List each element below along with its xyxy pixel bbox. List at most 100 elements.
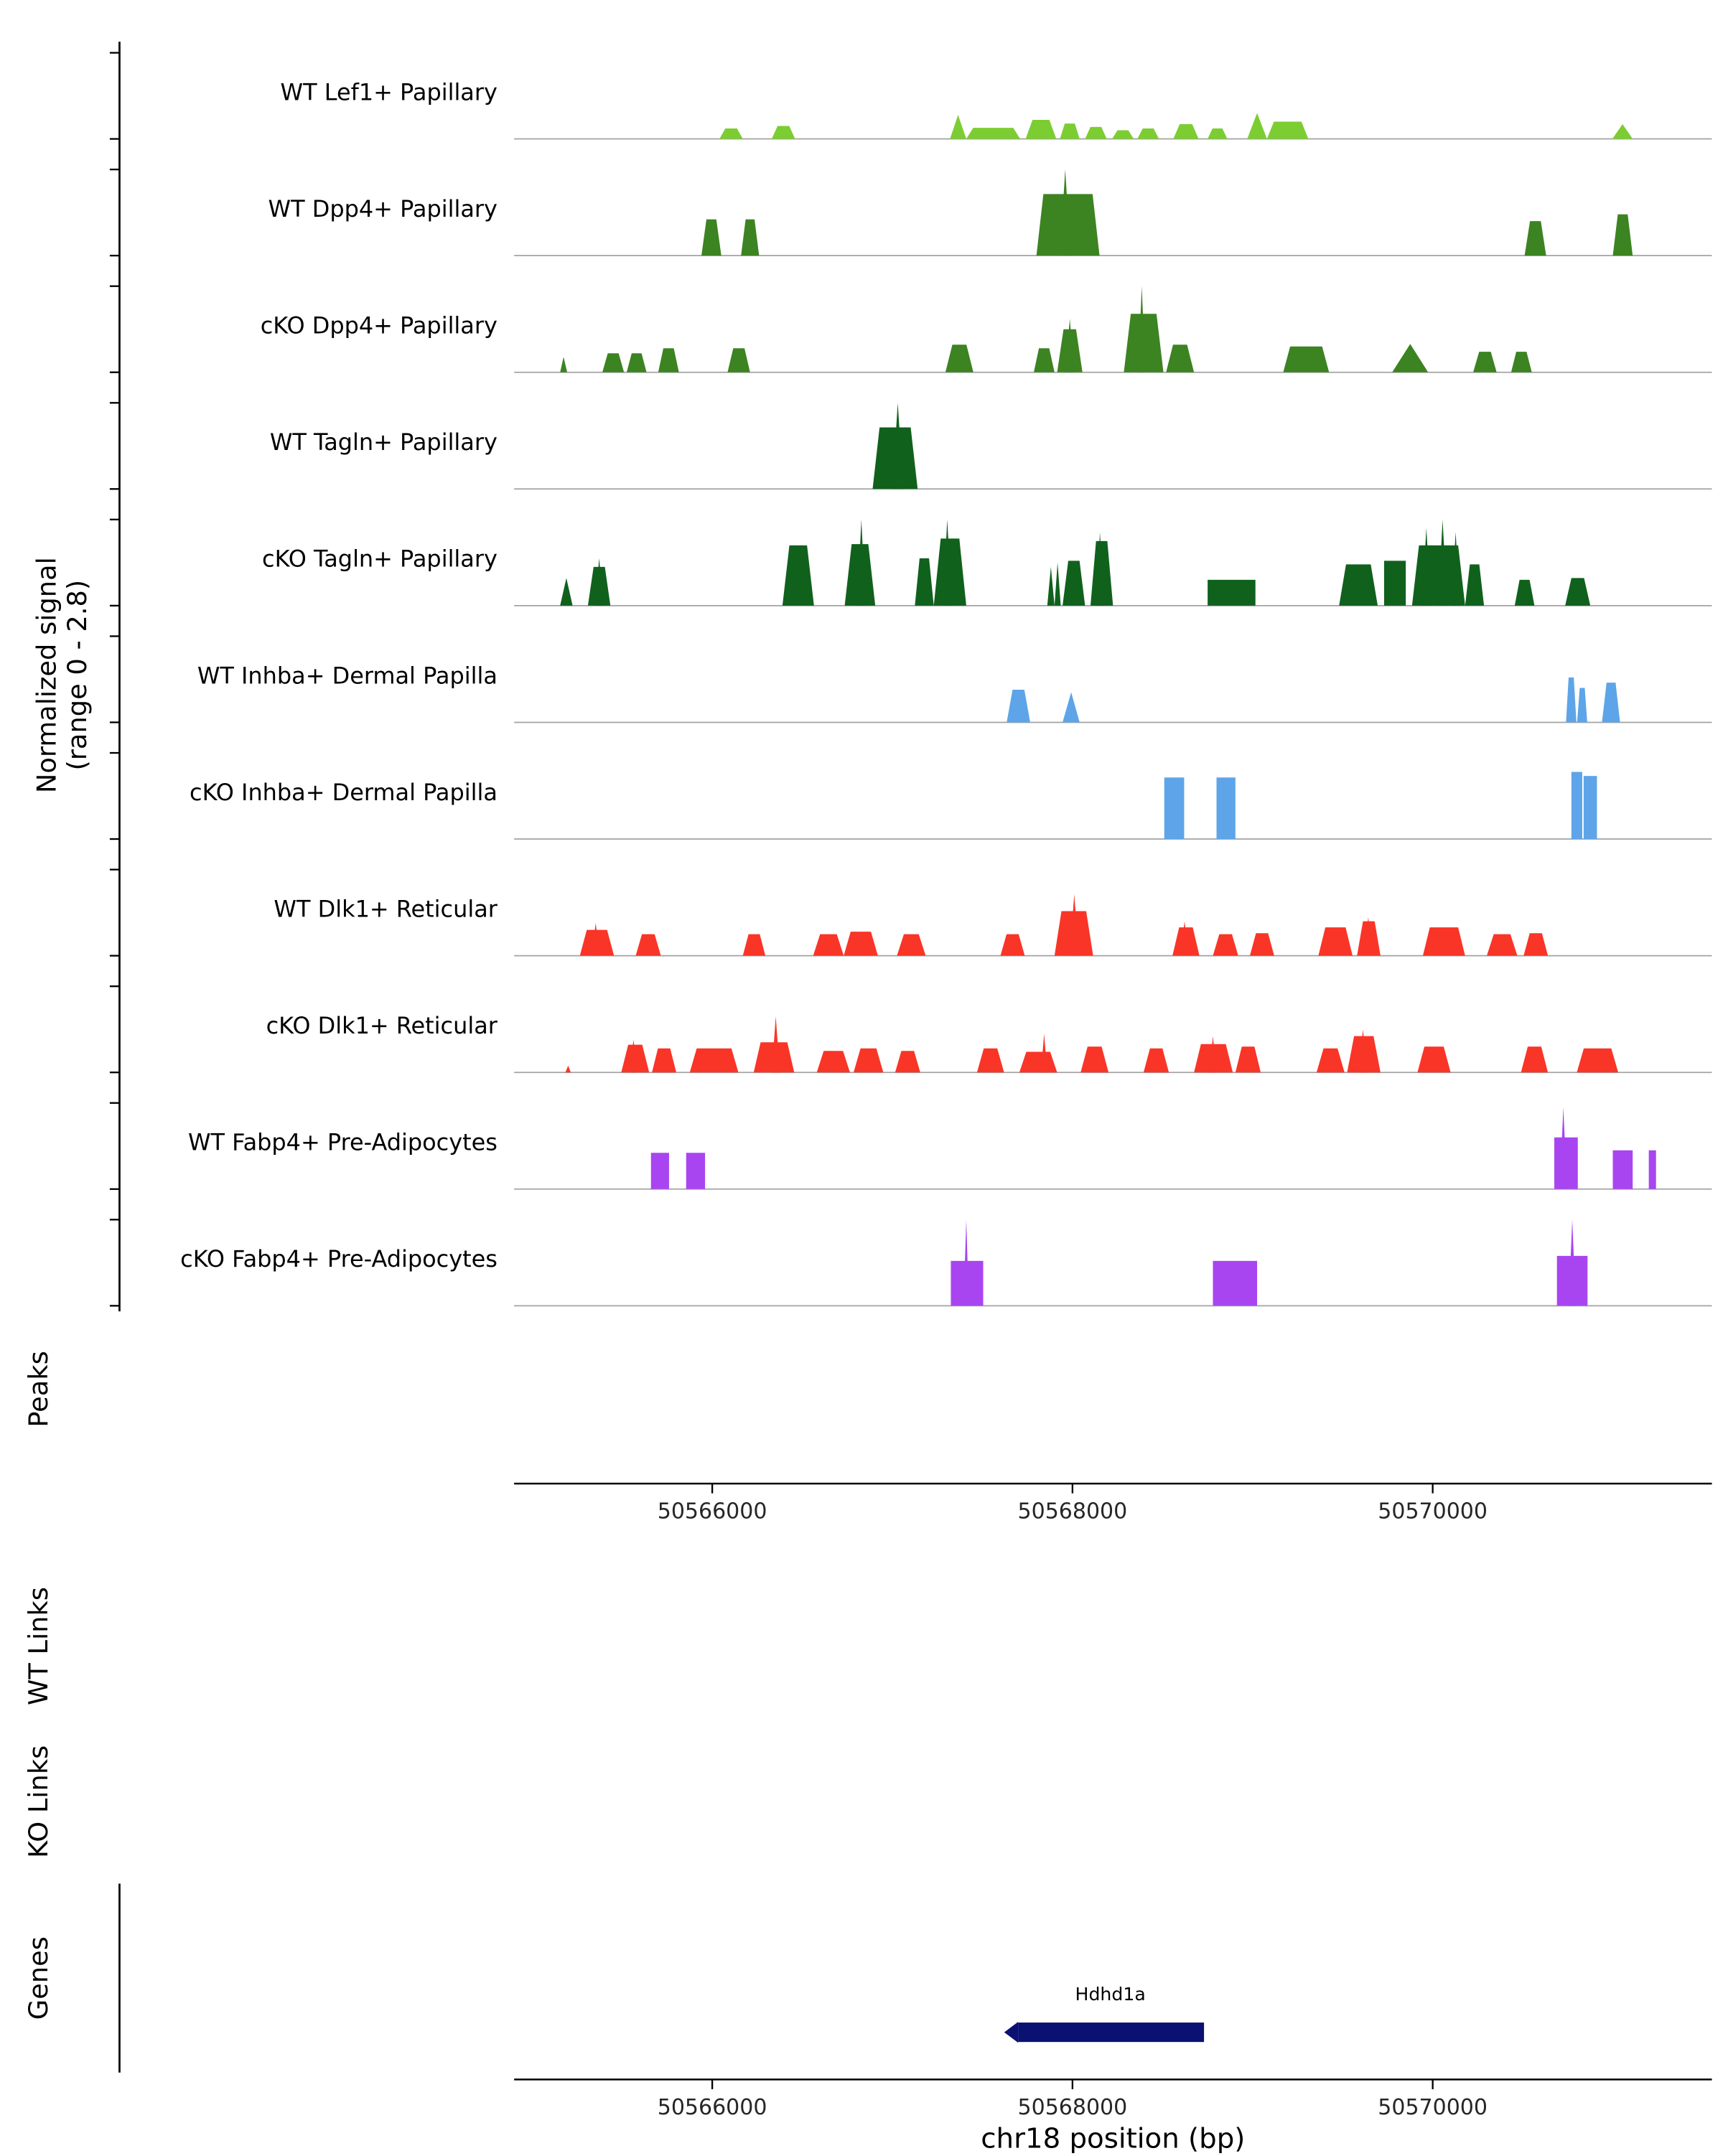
coverage-track-3: WT Tagln+ Papillary <box>270 403 1712 490</box>
signal-peak <box>602 353 625 372</box>
signal-peak <box>915 558 934 606</box>
signal-peak <box>1112 130 1134 139</box>
signal-peak <box>1612 214 1633 256</box>
gene-body <box>1018 2023 1205 2043</box>
ko-links-section-label: KO Links <box>23 1745 54 1858</box>
track-label: WT Tagln+ Papillary <box>270 428 498 456</box>
signal-peak <box>945 345 973 372</box>
signal-peak <box>1249 933 1274 956</box>
wt-links-section-label: WT Links <box>23 1587 54 1705</box>
signal-peak <box>1339 564 1378 606</box>
signal-peak <box>1571 772 1582 840</box>
track-label: cKO Dlk1+ Reticular <box>266 1012 498 1039</box>
gene-name-label: Hdhd1a <box>1075 1984 1146 2005</box>
coverage-track-7: WT Dlk1+ Reticular <box>274 894 1712 957</box>
y-axis-title-line: (range 0 - 2.8) <box>62 580 93 771</box>
axis-tick-label: 50566000 <box>658 1499 767 1524</box>
gene-model: Hdhd1a <box>1004 1984 1205 2043</box>
signal-peak <box>1318 927 1353 956</box>
signal-peak <box>1000 934 1025 956</box>
signal-peak <box>591 923 600 956</box>
signal-peak <box>1612 124 1633 139</box>
signal-peak <box>686 1153 706 1189</box>
track-label: cKO Inhba+ Dermal Papilla <box>190 779 498 806</box>
signal-peak <box>1364 917 1373 956</box>
signal-peak <box>1583 776 1597 840</box>
signal-peak <box>1164 777 1185 840</box>
track-label: WT Dpp4+ Papillary <box>269 195 498 222</box>
signal-peak <box>1602 683 1620 723</box>
signal-peak <box>976 1048 1004 1073</box>
signal-peak <box>1566 677 1577 723</box>
signal-peak <box>1208 579 1256 606</box>
track-label: cKO Dpp4+ Papillary <box>261 312 498 339</box>
signal-peak <box>1565 578 1591 606</box>
signal-peak <box>1524 221 1546 256</box>
signal-peak <box>1034 348 1055 372</box>
signal-peak <box>594 558 604 606</box>
genes-section-label: Genes <box>23 1936 54 2020</box>
signal-peak <box>813 934 844 956</box>
signal-peak <box>1025 120 1057 139</box>
peaks-genome-axis: 50566000 50568000 50570000 <box>514 1482 1712 1524</box>
signal-peak <box>1060 169 1071 256</box>
signal-peak <box>1216 777 1236 840</box>
signal-peak <box>895 1051 920 1073</box>
track-label: cKO Tagln+ Papillary <box>262 545 498 573</box>
track-label: WT Lef1+ Papillary <box>281 78 498 106</box>
signal-peak <box>1422 927 1465 956</box>
signal-peak <box>857 519 866 606</box>
signal-peak <box>771 1016 780 1073</box>
signal-peak <box>1473 352 1497 372</box>
signal-peak <box>1247 113 1267 139</box>
signal-peak <box>1060 123 1080 139</box>
track-label: WT Inhba+ Dermal Papilla <box>197 662 498 689</box>
signal-peak <box>1648 1150 1656 1189</box>
signal-peak <box>853 1048 884 1073</box>
signal-peak <box>741 219 760 256</box>
signal-peak <box>1041 1034 1047 1073</box>
signal-peak <box>629 1039 638 1073</box>
coverage-track-10: cKO Fabp4+ Pre-Adipocytes <box>180 1219 1712 1307</box>
signal-peak <box>1521 1046 1549 1073</box>
coverage-track-2: cKO Dpp4+ Papillary <box>261 286 1712 373</box>
signal-peak <box>1465 564 1485 606</box>
signal-peak <box>1054 562 1061 606</box>
signal-peak <box>844 932 878 956</box>
signal-peak <box>1612 1150 1633 1189</box>
signal-peak <box>1523 933 1549 956</box>
coverage-track-8: cKO Dlk1+ Reticular <box>266 1012 1712 1074</box>
signal-peak <box>1085 126 1107 139</box>
signal-peak <box>1063 561 1085 606</box>
axis-tick-label: 50568000 <box>1018 2095 1128 2120</box>
signal-peak <box>1080 1046 1109 1073</box>
coverage-track-0: WT Lef1+ Papillary <box>281 78 1712 140</box>
signal-peak <box>892 403 904 489</box>
signal-peak <box>1486 934 1518 956</box>
signal-peak <box>1180 921 1189 956</box>
signal-peak <box>1510 352 1532 372</box>
signal-peak <box>1417 1046 1451 1073</box>
peaks-section-label: Peaks <box>23 1351 54 1427</box>
signal-peak <box>816 1051 850 1073</box>
signal-peak <box>1266 121 1309 139</box>
signal-peak <box>1063 692 1080 723</box>
signal-peak <box>1209 1036 1217 1073</box>
signal-peak <box>1421 528 1432 606</box>
signal-peak <box>1235 1046 1261 1073</box>
signal-peak <box>1065 319 1075 372</box>
signal-peak <box>1138 286 1146 372</box>
signal-peak <box>782 545 814 606</box>
signal-peak <box>1137 128 1159 139</box>
signal-peak <box>1514 579 1535 606</box>
signal-peak <box>963 1219 969 1306</box>
signal-peak <box>560 578 573 606</box>
signal-peak <box>1358 1029 1368 1073</box>
signal-peak <box>1007 689 1030 723</box>
signal-peak <box>727 348 750 372</box>
axis-tick-label: 50570000 <box>1378 2095 1488 2120</box>
signal-peak <box>897 934 926 956</box>
signal-peak <box>1213 934 1238 956</box>
signal-peak <box>560 357 568 372</box>
